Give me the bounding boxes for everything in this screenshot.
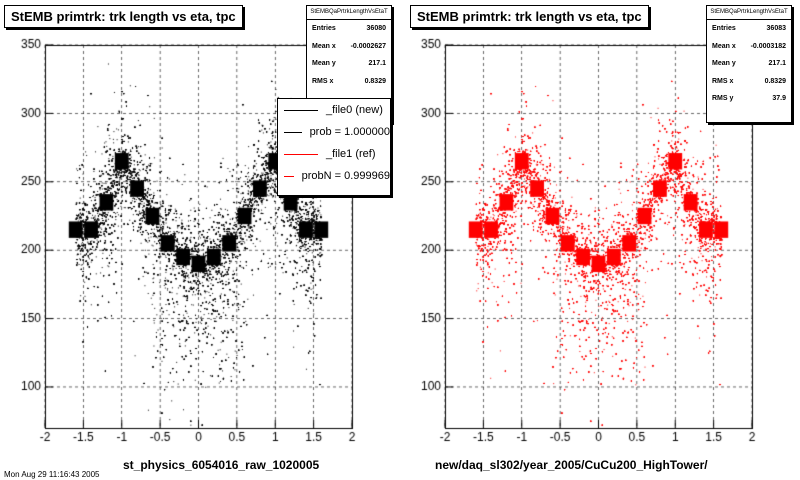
left-stats-row: Entries 36080 [312,25,386,33]
legend-entry: probN = 0.999969 [278,165,390,187]
legend-entry: prob = 1.000000 [278,121,390,143]
timestamp-footer: Mon Aug 29 11:16:43 2005 [4,470,100,479]
left-plot-title: StEMB primtrk: trk length vs eta, tpc [4,5,243,28]
left-stats-name: StEMBQaPrtrkLengthVsEtaT [307,6,391,20]
left-x-axis-title: st_physics_6054016_raw_1020005 [123,458,320,472]
right-stats-row: Entries 36083 [712,25,786,33]
right-stats-row: Mean x -0.0003182 [712,42,786,50]
right-stats-row: Mean y 217.1 [712,60,786,68]
left-stats-row: Mean x -0.0002627 [312,42,386,50]
legend-line [284,109,318,111]
right-stats-name: StEMBQaPrtrkLengthVsEtaT [707,6,791,20]
right-stats-row: RMS y 37.9 [712,95,786,103]
left-stats-row: Mean y 217.1 [312,60,386,68]
legend-line [284,175,294,177]
legend-line [284,131,302,133]
legend-entry: _file1 (ref) [278,143,390,165]
legend: _file0 (new) prob = 1.000000 _file1 (ref… [277,98,391,196]
right-x-axis-title: new/daq_sl302/year_2005/CuCu200_HighTowe… [435,458,708,472]
right-stats-row: RMS x 0.8329 [712,77,786,85]
right-plot-title: StEMB primtrk: trk length vs eta, tpc [410,5,649,28]
legend-entry: _file0 (new) [278,99,390,121]
left-stats-row: RMS x 0.8329 [312,77,386,85]
right-stats-box: StEMBQaPrtrkLengthVsEtaT Entries 36083 Me… [706,5,792,123]
legend-line [284,153,318,155]
